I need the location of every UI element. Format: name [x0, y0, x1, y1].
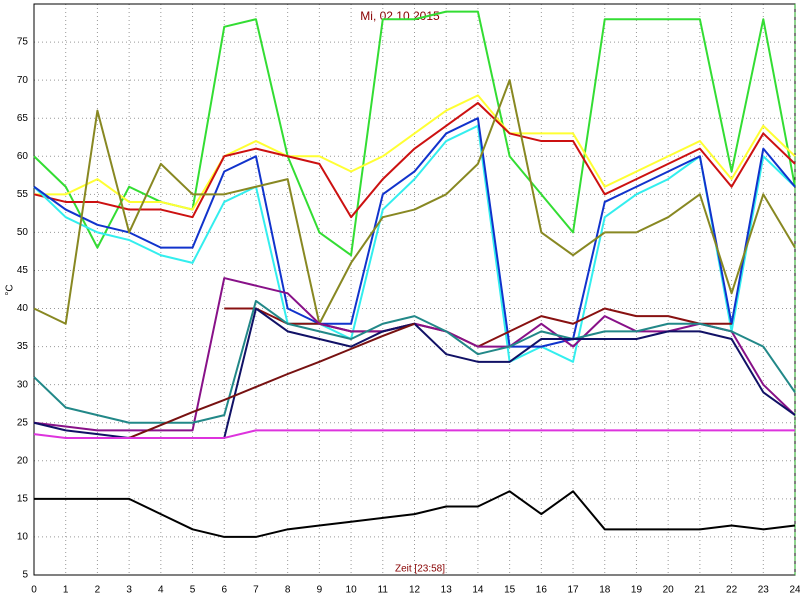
- series-line: [33, 299, 796, 424]
- x-tick-label: 21: [694, 585, 706, 596]
- x-tick-label: 13: [441, 585, 453, 596]
- x-tick-label: 12: [409, 585, 421, 596]
- y-tick-label: 60: [17, 151, 29, 162]
- x-tick-label: 5: [190, 585, 196, 596]
- series-line: [34, 490, 796, 538]
- x-tick-label: 6: [221, 585, 227, 596]
- x-tick-label: 16: [536, 585, 548, 596]
- y-tick-label: 70: [17, 75, 29, 86]
- x-tick-label: 7: [253, 585, 259, 596]
- series-line: [34, 94, 796, 211]
- y-tick-label: 45: [17, 265, 29, 276]
- y-tick-label: 65: [17, 113, 29, 124]
- series-line: [128, 322, 415, 439]
- x-tick-label: 9: [317, 585, 323, 596]
- x-tick-label: 18: [599, 585, 611, 596]
- series-line: [33, 429, 795, 439]
- y-tick-label: 75: [17, 37, 29, 48]
- x-tick-label: 20: [663, 585, 675, 596]
- chart-title: Mi, 02.10.2015: [360, 9, 440, 23]
- y-tick-label: 20: [17, 455, 29, 466]
- x-tick-label: 14: [472, 585, 484, 596]
- x-tick-label: 2: [95, 585, 101, 596]
- x-tick-label: 11: [378, 585, 389, 596]
- y-axis-label: °C: [5, 284, 16, 295]
- y-tick-label: 30: [17, 379, 29, 390]
- x-tick-label: 23: [758, 585, 770, 596]
- x-tick-label: 17: [567, 585, 579, 596]
- x-tick-label: 3: [126, 585, 132, 596]
- y-tick-label: 5: [22, 570, 28, 581]
- series-line: [33, 124, 796, 363]
- x-tick-label: 19: [631, 585, 643, 596]
- series-line: [33, 117, 796, 348]
- x-tick-label: 24: [789, 585, 800, 596]
- x-tick-label: 0: [31, 585, 37, 596]
- x-tick-label: 1: [63, 585, 69, 596]
- x-tick-label: 8: [285, 585, 291, 596]
- x-tick-label: 10: [346, 585, 358, 596]
- x-tick-label: 22: [726, 585, 738, 596]
- series-line: [33, 79, 796, 325]
- plot-frame: [33, 3, 796, 576]
- x-axis-label: Zeit [23:58]: [395, 564, 445, 575]
- series-line: [33, 101, 796, 219]
- x-tick-label: 15: [504, 585, 516, 596]
- y-tick-label: 35: [17, 341, 29, 352]
- x-tick-label: 4: [158, 585, 164, 596]
- y-tick-label: 40: [17, 303, 29, 314]
- y-tick-label: 25: [17, 417, 29, 428]
- y-tick-label: 50: [17, 227, 29, 238]
- y-tick-label: 10: [17, 532, 29, 543]
- y-tick-label: 15: [17, 494, 29, 505]
- y-tick-label: 55: [17, 189, 29, 200]
